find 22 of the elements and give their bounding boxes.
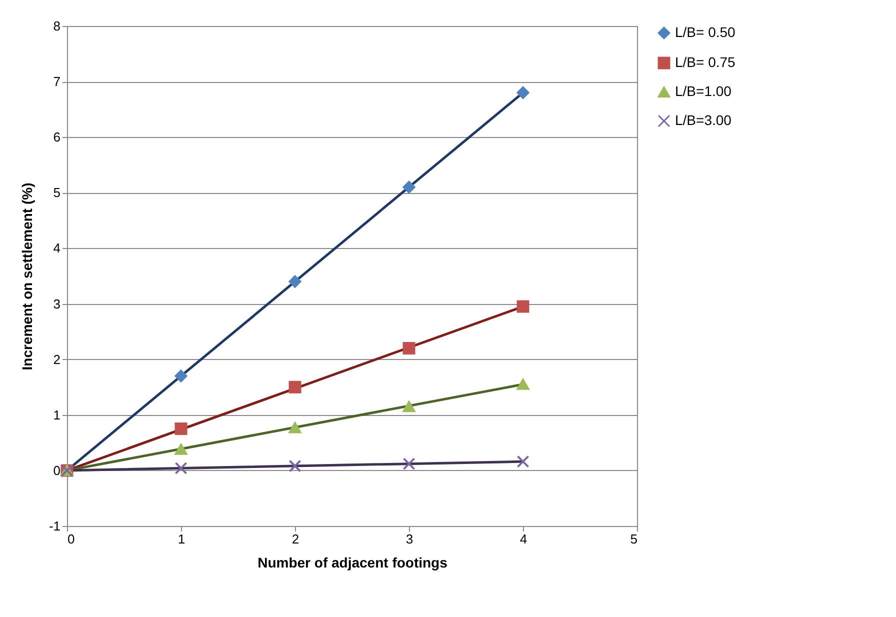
legend-label: L/B= 0.75 <box>675 54 736 70</box>
x-axis-title: Number of adjacent footings <box>258 554 448 570</box>
x-tick-label: 0 <box>68 532 75 546</box>
y-tick-label: -1 <box>48 518 60 534</box>
x-tick-label: 1 <box>178 532 186 546</box>
y-tick-label: 4 <box>53 240 60 256</box>
y-tick-label: 3 <box>53 296 60 312</box>
y-tick-label: 0 <box>53 462 60 478</box>
legend-label: L/B=1.00 <box>675 83 732 99</box>
y-tick-label: 7 <box>53 74 60 90</box>
x-tick-label: 3 <box>406 532 414 546</box>
y-tick-label: 6 <box>53 130 60 145</box>
x-tick-label: 5 <box>630 532 638 546</box>
x-tick-label: 4 <box>520 532 528 546</box>
y-tick-label: 5 <box>53 185 60 200</box>
y-tick-label: 2 <box>53 352 60 367</box>
legend-label: L/B=3.00 <box>675 112 732 128</box>
x-tick-label: 2 <box>292 532 300 546</box>
y-axis-title: Increment on settlement (%) <box>18 182 35 370</box>
legend-label: L/B= 0.50 <box>675 24 736 40</box>
y-tick-label: 1 <box>53 407 60 422</box>
y-tick-label: 8 <box>53 18 60 34</box>
